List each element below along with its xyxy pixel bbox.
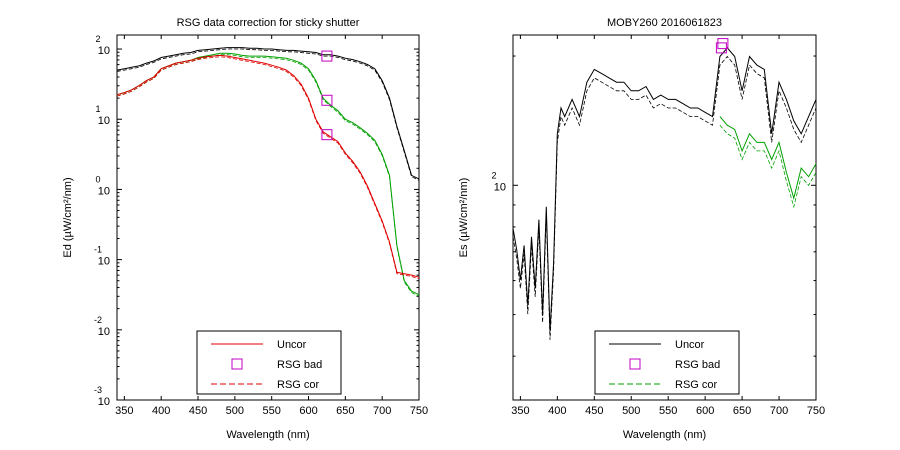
- x-tick-label: 550: [263, 405, 281, 417]
- legend-marker: [629, 358, 641, 370]
- legend-label: Uncor: [277, 339, 307, 351]
- x-tick-label: 350: [115, 405, 133, 417]
- legend-label: RSG cor: [675, 379, 718, 391]
- rsg-bad-marker: [321, 94, 333, 106]
- x-axis-label: Wavelength (nm): [623, 429, 706, 441]
- rsg-bad-marker: [715, 42, 727, 54]
- y-tick-exponent: 2: [491, 170, 496, 180]
- legend-label: RSG bad: [277, 359, 322, 371]
- y-tick-exponent: 1: [95, 104, 100, 114]
- y-tick-label: 10: [98, 326, 110, 338]
- y-tick-label: 10: [98, 115, 110, 127]
- y-axis-label: Ed (µW/cm²/nm): [62, 177, 74, 257]
- rsg-bad-marker: [321, 129, 333, 141]
- x-tick-label: 400: [548, 405, 566, 417]
- chart-title: MOBY260 2016061823: [607, 17, 722, 29]
- x-tick-label: 400: [152, 405, 170, 417]
- x-tick-label: 650: [336, 405, 354, 417]
- legend-marker: [231, 358, 243, 370]
- y-tick-label: 10: [98, 256, 110, 268]
- y-tick-label: 10: [98, 185, 110, 197]
- x-tick-label: 350: [511, 405, 529, 417]
- x-tick-label: 600: [696, 405, 714, 417]
- x-tick-label: 500: [226, 405, 244, 417]
- series-line-corrected-2: [719, 124, 817, 209]
- y-axis-label: Es (µW/cm²/nm): [458, 178, 470, 258]
- x-tick-label: 450: [585, 405, 603, 417]
- x-tick-label: 550: [659, 405, 677, 417]
- series-line-corrected-1: [116, 48, 420, 181]
- series-line-corrected-2: [116, 54, 420, 297]
- x-tick-label: 650: [733, 405, 751, 417]
- y-tick-exponent: -1: [94, 245, 102, 255]
- x-tick-label: 750: [807, 405, 825, 417]
- x-tick-label: 700: [373, 405, 391, 417]
- legend-label: RSG bad: [675, 359, 720, 371]
- y-tick-exponent: 0: [95, 174, 100, 184]
- chart-title: RSG data correction for sticky shutter: [177, 17, 360, 29]
- x-tick-label: 450: [189, 405, 207, 417]
- y-tick-label: 10: [98, 396, 110, 408]
- series-line-2: [719, 116, 817, 201]
- x-axis-label: Wavelength (nm): [226, 429, 309, 441]
- x-tick-label: 750: [410, 405, 428, 417]
- x-tick-label: 600: [299, 405, 317, 417]
- legend: Uncor RSG bad RSG cor: [196, 330, 342, 395]
- y-tick-exponent: -3: [94, 385, 102, 395]
- legend-label: RSG cor: [277, 379, 320, 391]
- legend-label: Uncor: [675, 339, 705, 351]
- x-tick-label: 500: [622, 405, 640, 417]
- y-tick-exponent: 2: [95, 34, 100, 44]
- y-tick-exponent: -2: [94, 315, 102, 325]
- series-line-1: [116, 47, 420, 180]
- series-line-corrected-1: [512, 55, 817, 340]
- rsg-bad-marker: [321, 50, 333, 62]
- legend: Uncor RSG bad RSG cor: [594, 330, 740, 395]
- series-line-3: [116, 54, 420, 278]
- y-tick-label: 10: [98, 45, 110, 57]
- chart-2: MOBY260 2016061823 350 400 450 500 550 600 650 7…: [458, 17, 825, 441]
- chart-1: RSG data correction for sticky shutter 35…: [62, 17, 428, 441]
- x-tick-label: 700: [770, 405, 788, 417]
- y-tick-label: 10: [494, 181, 506, 193]
- rsg-bad-marker: [717, 38, 729, 50]
